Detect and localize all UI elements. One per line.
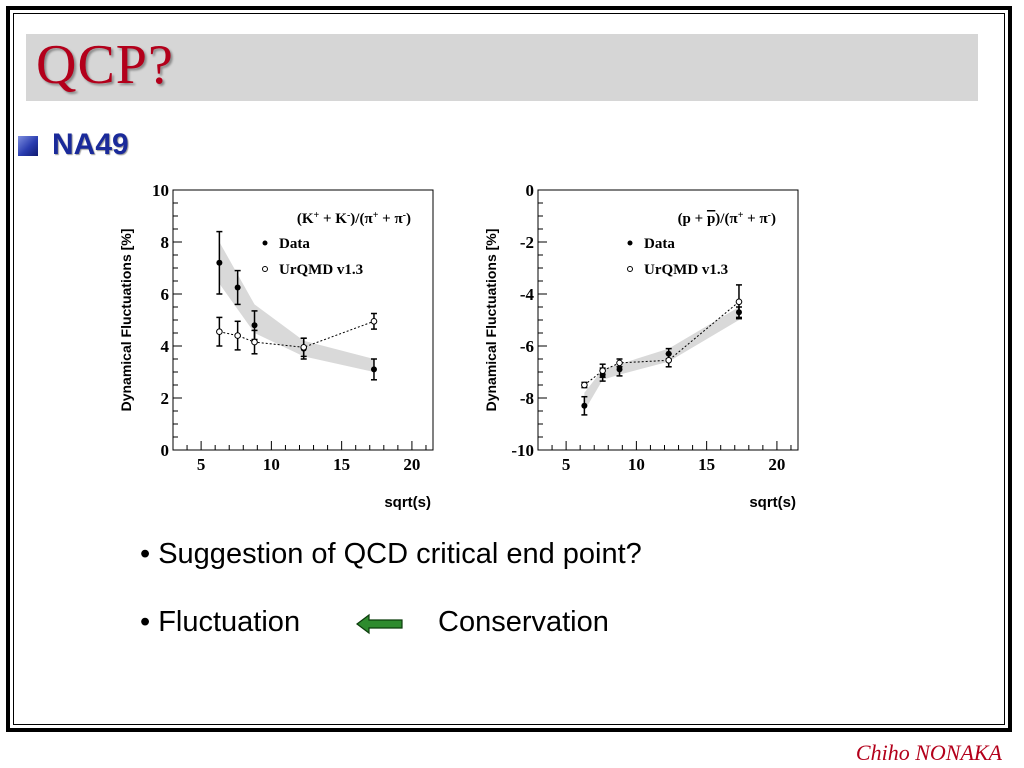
legend-data-marker <box>262 240 268 246</box>
model-point <box>234 332 241 339</box>
title-part: ) <box>771 211 776 227</box>
legend-data-label: Data <box>279 236 310 252</box>
legend-model-marker <box>262 266 268 272</box>
x-tick-label: 15 <box>333 455 350 474</box>
title-part: ) <box>406 211 411 227</box>
data-point <box>370 366 377 373</box>
slide-title: QCP? <box>36 34 174 96</box>
model-point <box>300 344 308 351</box>
y-tick-label: -8 <box>520 389 534 408</box>
title-superscript: - <box>347 210 350 221</box>
title-part: )/(π <box>350 211 373 227</box>
y-tick-label: 10 <box>152 181 169 200</box>
legend-model-label: UrQMD v1.3 <box>279 262 363 278</box>
section-bullet-icon <box>18 136 38 156</box>
title-superscript: - <box>403 210 406 221</box>
y-tick-label: 6 <box>161 285 170 304</box>
section-heading: NA49 <box>52 128 129 161</box>
legend-model-marker <box>627 266 633 272</box>
uncertainty-band <box>219 242 374 372</box>
title-part: (K <box>297 211 314 227</box>
model-point <box>581 381 588 389</box>
data-point <box>581 402 588 409</box>
x-tick-label: 10 <box>628 455 645 474</box>
data-point <box>251 322 258 329</box>
y-axis-label: Dynamical Fluctuations [%] <box>118 229 134 412</box>
x-tick-label: 20 <box>768 455 785 474</box>
x-tick-label: 5 <box>197 455 206 474</box>
data-point <box>234 284 241 291</box>
plot-frame <box>172 189 434 451</box>
y-tick-label: -6 <box>520 337 534 356</box>
model-point <box>616 359 623 367</box>
uncertainty-band <box>584 307 739 411</box>
model-point <box>251 338 258 346</box>
slide-outer-frame <box>6 6 1012 732</box>
slide-inner-frame <box>13 13 1005 725</box>
chart-title: (p + p)/(π+ + π-) <box>678 210 776 228</box>
title-part: )/(π <box>715 211 738 227</box>
legend-data-label: Data <box>644 236 675 252</box>
title-part: + π <box>378 211 403 227</box>
x-tick-label: 20 <box>403 455 420 474</box>
bullet-fluctuation: • Fluctuation <box>140 606 301 638</box>
title-superscript: + <box>738 210 744 221</box>
x-axis-label: sqrt(s) <box>749 494 796 511</box>
x-tick-label: 15 <box>698 455 715 474</box>
plot-frame <box>537 189 799 451</box>
y-tick-label: -10 <box>511 441 534 460</box>
chart-kaon-pion: 5 10 15 20 0 2 4 6 8 10 sqrt(s) Dynamical Fluctuati… <box>118 181 434 511</box>
title-superscript: + <box>314 210 320 221</box>
left-arrow-icon <box>356 613 403 635</box>
data-point <box>216 259 223 266</box>
y-tick-label: -4 <box>520 285 535 304</box>
title-bar <box>26 34 978 101</box>
x-axis-label: sqrt(s) <box>384 494 431 511</box>
title-part: + K <box>319 211 347 227</box>
y-tick-label: 0 <box>161 441 170 460</box>
x-tick-label: 5 <box>562 455 571 474</box>
model-point <box>599 367 606 374</box>
title-part: (p + <box>678 211 707 227</box>
legend-data-marker <box>627 240 633 246</box>
x-tick-label: 10 <box>263 455 280 474</box>
y-tick-label: 8 <box>161 233 170 252</box>
data-point <box>616 366 623 373</box>
y-tick-label: -2 <box>520 233 534 252</box>
bullet-critical-point: • Suggestion of QCD critical end point? <box>140 538 642 570</box>
author-credit: Chiho NONAKA <box>855 740 1002 765</box>
legend-model-label: UrQMD v1.3 <box>644 262 728 278</box>
y-tick-label: 2 <box>161 389 170 408</box>
title-superscript: + <box>373 210 379 221</box>
y-axis-label: Dynamical Fluctuations [%] <box>483 229 499 412</box>
bullet-conservation: Conservation <box>438 606 609 638</box>
y-tick-label: 0 <box>526 181 535 200</box>
title-part: p <box>707 211 715 227</box>
model-point <box>370 318 378 325</box>
model-point <box>665 357 673 364</box>
title-superscript: - <box>768 210 771 221</box>
chart-proton-pion: 5 10 15 20 -10 -8 -6 -4 -2 0 sqrt(s) Dynamical Fluc… <box>483 181 799 511</box>
model-point <box>735 298 743 306</box>
chart-title: (K+ + K-)/(π+ + π-) <box>297 210 411 228</box>
title-part: + π <box>743 211 768 227</box>
model-point <box>216 328 223 335</box>
y-tick-label: 4 <box>161 337 170 356</box>
